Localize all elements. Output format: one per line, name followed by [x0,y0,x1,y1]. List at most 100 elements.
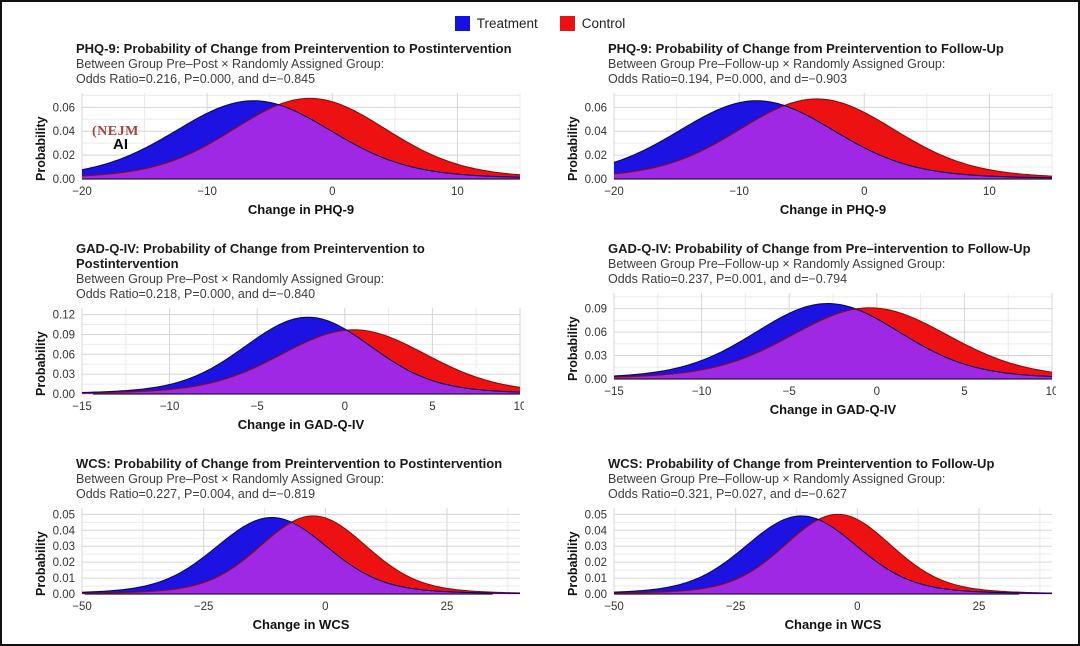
y-tick-label: 0.03 [585,351,607,363]
y-tick-label: 0.00 [53,589,75,601]
x-tick-label: −25 [194,601,214,613]
x-tick-label: 0 [874,386,880,398]
y-tick-label: 0.01 [53,573,75,585]
panel-title: WCS: Probability of Change from Preinter… [608,456,995,471]
y-tick-label: 0.00 [585,589,607,601]
x-axis-label: Change in WCS [253,617,350,632]
x-axis-label: Change in GAD-Q-IV [770,402,897,417]
x-axis-label: Change in WCS [785,617,882,632]
control-curve-outline [81,97,521,177]
panel-title: GAD-Q-IV: Probability of Change from Pre… [76,241,425,271]
legend-label: Control [581,15,626,31]
y-tick-label: 0.05 [53,509,75,521]
y-tick-label: 0.12 [53,310,75,322]
panel-subtitle1: Between Group Pre–Follow-up × Randomly A… [608,257,946,271]
x-tick-label: 0 [322,601,328,613]
y-tick-label: 0.02 [585,557,607,569]
x-tick-label: −5 [251,401,264,413]
x-axis-label: Change in PHQ-9 [248,202,354,217]
y-axis-label: Probability [566,116,580,181]
tick-labels: 0.00 0.03 0.06 0.09 0.12 −15 −10 −5 0 5 10 [53,310,524,413]
overlap-density-area [614,519,1052,594]
y-axis-label: Probability [566,316,580,381]
y-tick-label: 0.04 [53,126,76,138]
density-plot: 0.00 0.03 0.06 0.09 0.12 −15 −10 −5 0 5 10 Change i… [53,308,524,432]
x-axis-label: Change in PHQ-9 [780,202,886,217]
y-tick-label: 0.06 [53,102,75,114]
treatment-swatch-icon [454,15,470,31]
x-tick-label: 25 [973,601,986,613]
density-plot: 0.00 0.01 0.02 0.03 0.04 0.05 −50 −25 0 25 Change … [53,508,521,632]
panel-subtitle1: Between Group Pre–Post × Randomly Assign… [76,57,385,71]
x-tick-label: −50 [72,601,92,613]
y-tick-label: 0.02 [53,557,75,569]
tick-labels: 0.00 0.01 0.02 0.03 0.04 0.05 −50 −25 0 25 [53,509,454,613]
panel-subtitle1: Between Group Pre–Follow-up × Randomly A… [608,472,946,486]
treatment-curve-outline [613,302,1053,378]
x-tick-label: −10 [692,386,712,398]
y-tick-label: 0.04 [53,525,76,537]
control-curve-outline [81,329,521,394]
x-tick-label: 0 [342,401,348,413]
y-tick-label: 0.01 [585,573,607,585]
panel-5: WCS: Probability of Change from Preinter… [34,456,524,642]
tick-labels: 0.00 0.02 0.04 0.06 −20 −10 0 10 [585,102,996,198]
tick-labels: 0.00 0.01 0.02 0.03 0.04 0.05 −50 −25 0 25 [585,509,986,613]
y-tick-label: 0.03 [53,369,75,381]
legend-item-control: Control [559,15,626,31]
x-tick-label: −10 [197,186,217,198]
x-tick-label: 0 [329,186,335,198]
panel-3: GAD-Q-IV: Probability of Change from Pre… [34,241,524,442]
treatment-curve-outline [613,515,1053,595]
panel-1: PHQ-9: Probability of Change from Preint… [34,41,524,227]
x-tick-label: 5 [429,401,435,413]
y-axis-label: Probability [34,531,48,596]
treatment-curve-outline [613,100,1053,179]
y-tick-label: 0.00 [53,174,75,186]
x-tick-label: −10 [160,401,180,413]
x-tick-label: −5 [783,386,796,398]
x-tick-label: 10 [1046,386,1056,398]
x-tick-label: −15 [604,386,624,398]
x-tick-label: 10 [983,186,996,198]
panel-subtitle2: Odds Ratio=0.321, P=0.027, and d=−0.627 [608,487,848,501]
y-tick-label: 0.02 [53,150,75,162]
panel-grid: PHQ-9: Probability of Change from Preint… [34,41,1056,642]
panel-subtitle1: Between Group Pre–Follow-up × Randomly A… [608,57,946,71]
x-tick-label: −50 [604,601,624,613]
control-curve-outline [81,515,521,594]
y-tick-label: 0.09 [53,329,75,341]
x-tick-label: 25 [441,601,454,613]
overlap-density-area [614,309,1052,379]
y-tick-label: 0.06 [53,349,75,361]
x-tick-label: 5 [961,386,967,398]
control-curve-outline [613,513,1053,594]
treatment-curve-outline [81,316,521,394]
overlap-density-area [614,105,1052,179]
tick-labels: 0.00 0.02 0.04 0.06 −20 −10 0 10 [53,102,464,198]
y-tick-label: 0.00 [585,374,607,386]
y-tick-label: 0.09 [585,304,607,316]
y-tick-label: 0.06 [585,102,607,114]
density-plot: 0.00 0.02 0.04 0.06 −20 −10 0 10 Change in PHQ-9 [585,93,1053,217]
panel-title: PHQ-9: Probability of Change from Preint… [608,41,1004,56]
panel-subtitle2: Odds Ratio=0.216, P=0.000, and d=−0.845 [76,72,316,86]
y-axis-label: Probability [566,531,580,596]
x-tick-label: 0 [854,601,860,613]
panel-6: WCS: Probability of Change from Preinter… [566,456,1056,642]
y-tick-label: 0.03 [53,541,75,553]
y-tick-label: 0.05 [585,509,607,521]
legend-item-treatment: Treatment [454,15,538,31]
panel-subtitle1: Between Group Pre–Post × Randomly Assign… [76,472,385,486]
panel-2: PHQ-9: Probability of Change from Preint… [566,41,1056,227]
y-tick-label: 0.06 [585,327,607,339]
treatment-curve-outline [81,100,521,178]
density-plot: 0.00 0.02 0.04 0.06 −20 −10 0 10 Change in PHQ-9 [53,93,521,217]
x-tick-label: 0 [861,186,867,198]
y-tick-label: 0.04 [585,525,608,537]
x-tick-label: 10 [451,186,464,198]
legend: Treatment Control [2,2,1078,35]
control-curve-outline [613,98,1053,177]
x-tick-label: −25 [726,601,746,613]
